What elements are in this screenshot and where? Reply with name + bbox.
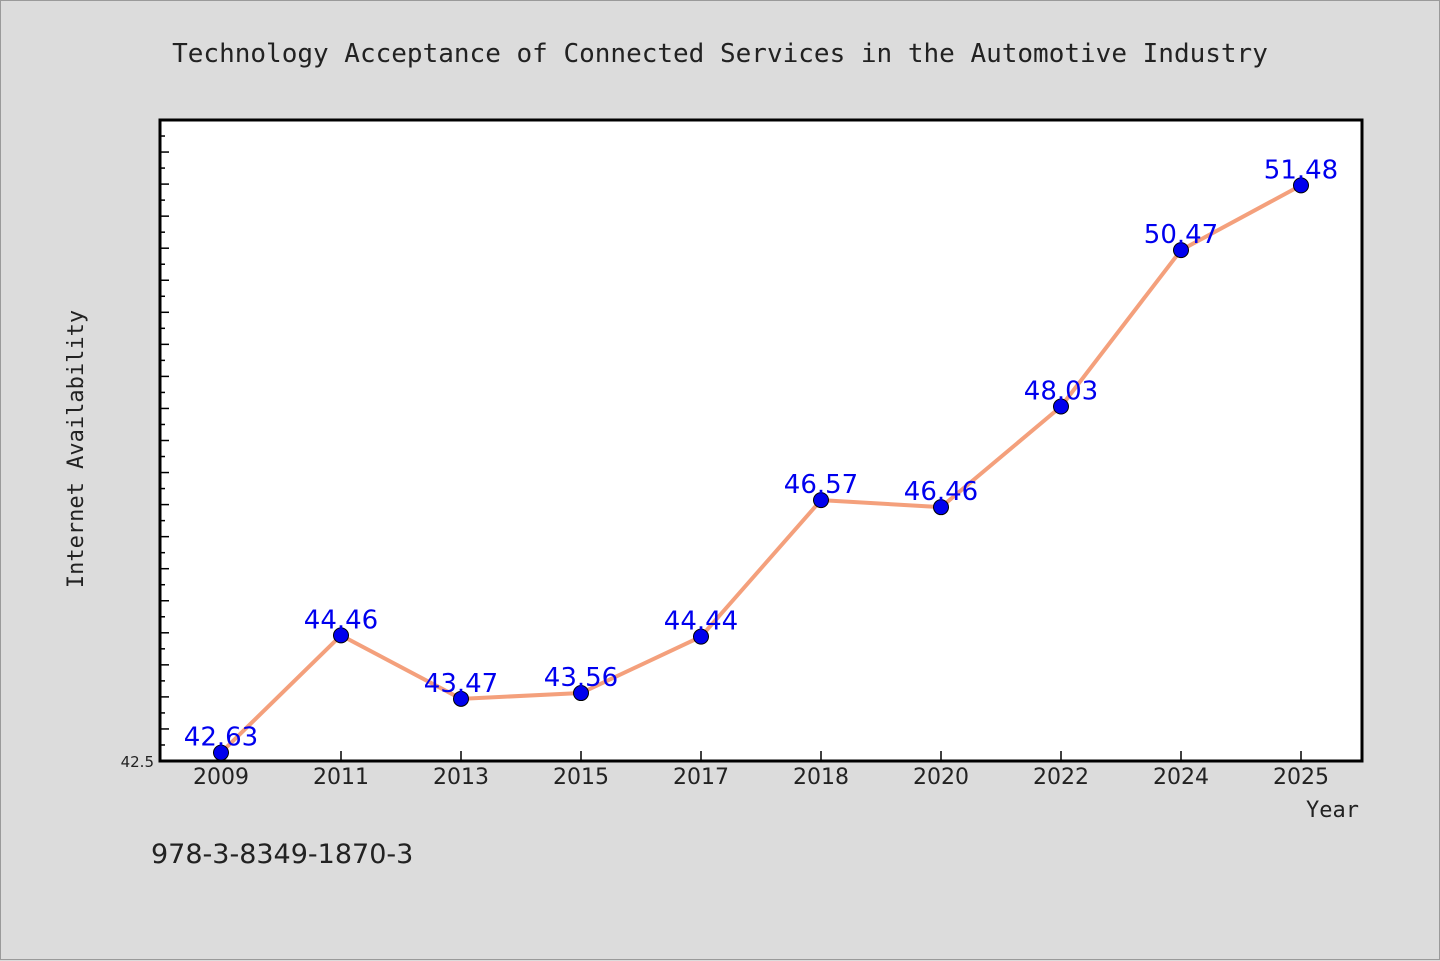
- data-markers: [213, 177, 1309, 761]
- x-tick-labels: 2009 2011 2013 2015 2017 2018 2020 2022 2024 2025: [193, 765, 1329, 790]
- data-labels: 42.63 44.46 43.47 43.56 44.44 46.57 46.46 48.03…: [184, 155, 1338, 752]
- x-tick-label: 2017: [673, 765, 729, 790]
- chart-title: Technology Acceptance of Connected Servi…: [172, 39, 1268, 69]
- data-label: 46.46: [904, 477, 978, 507]
- plot-area: [158, 118, 1364, 763]
- data-point: [333, 627, 349, 644]
- x-tick-label: 2020: [913, 765, 969, 790]
- y-axis-label: Internet Availability: [64, 310, 89, 588]
- data-point: [813, 492, 829, 509]
- data-point: [213, 744, 229, 761]
- x-axis-label: Year: [1306, 798, 1359, 823]
- x-tick-label: 2022: [1033, 765, 1089, 790]
- data-label: 44.46: [304, 605, 378, 635]
- x-tick-label: 2024: [1153, 765, 1209, 790]
- y-tick-label: 42.5: [121, 753, 154, 771]
- data-point: [693, 628, 709, 645]
- data-label: 44.44: [664, 607, 738, 637]
- x-tick-label: 2015: [553, 765, 609, 790]
- data-label: 46.57: [784, 470, 858, 500]
- data-point: [453, 690, 469, 707]
- data-label: 50.47: [1144, 220, 1218, 250]
- series-line: [219, 183, 1302, 755]
- data-point: [1293, 177, 1309, 194]
- y-axis-ticks: [160, 119, 169, 762]
- x-tick-label: 2011: [313, 765, 369, 790]
- x-tick-label: 2025: [1273, 765, 1329, 790]
- data-point: [573, 685, 589, 702]
- x-tick-label: 2009: [193, 765, 249, 790]
- data-point: [1173, 242, 1189, 259]
- data-point: [1053, 398, 1069, 415]
- data-label: 43.56: [544, 663, 618, 693]
- data-point: [933, 499, 949, 516]
- x-tick-label: 2013: [433, 765, 489, 790]
- data-label: 51.48: [1264, 155, 1338, 185]
- data-label: 42.63: [184, 723, 258, 753]
- data-label: 43.47: [424, 669, 498, 699]
- x-tick-label: 2018: [793, 765, 849, 790]
- footnote-text: 978-3-8349-1870-3: [151, 839, 413, 870]
- data-label: 48.03: [1024, 377, 1098, 407]
